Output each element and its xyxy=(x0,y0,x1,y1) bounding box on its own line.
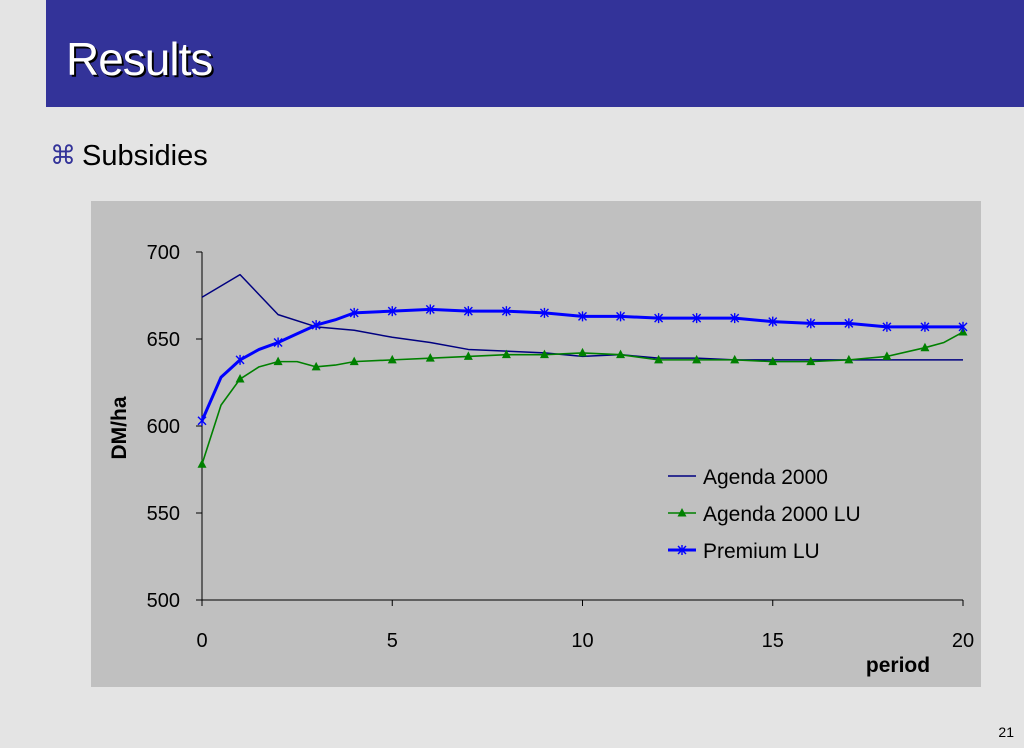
data-point xyxy=(387,354,397,364)
data-point xyxy=(463,351,473,360)
data-point xyxy=(692,313,702,324)
bullet-text: Subsidies xyxy=(82,139,208,172)
data-point xyxy=(425,353,435,362)
data-point xyxy=(197,415,207,426)
legend-label: Agenda 2000 xyxy=(703,466,828,489)
bullet-item: ⌘ Subsidies xyxy=(50,136,208,176)
command-icon: ⌘ xyxy=(50,141,76,171)
y-tick-label: 650 xyxy=(147,329,180,351)
y-axis-label: DM/ha xyxy=(108,396,131,459)
data-point xyxy=(463,306,473,317)
y-tick-label: 600 xyxy=(147,416,180,438)
data-point xyxy=(539,349,549,359)
data-point xyxy=(654,313,664,324)
data-point xyxy=(920,342,930,352)
x-tick-label: 10 xyxy=(571,630,593,652)
y-tick-label: 700 xyxy=(147,242,180,264)
legend-marker xyxy=(677,508,687,517)
data-point xyxy=(768,356,778,366)
series-line-agenda-2000-lu xyxy=(201,331,964,465)
y-tick-label: 500 xyxy=(147,590,180,612)
data-point xyxy=(501,349,511,359)
data-point xyxy=(311,361,321,371)
x-tick-label: 15 xyxy=(762,630,784,652)
data-point xyxy=(197,459,207,468)
data-point xyxy=(539,307,549,318)
data-point xyxy=(730,354,740,364)
data-point xyxy=(920,321,930,332)
x-axis-label: period xyxy=(866,654,930,677)
data-point xyxy=(654,354,664,364)
line-chart: 500 550 600 650 700 0 5 10 15 20 period DM/ha Agenda… xyxy=(108,242,974,677)
x-tick-label: 5 xyxy=(387,630,398,652)
data-point xyxy=(844,318,854,329)
data-point xyxy=(235,374,245,383)
data-point xyxy=(958,321,968,332)
data-point xyxy=(616,349,626,359)
data-point xyxy=(273,356,283,366)
data-point xyxy=(730,313,740,324)
legend-label: Agenda 2000 LU xyxy=(703,503,861,526)
x-tick-label: 20 xyxy=(952,630,974,652)
data-point xyxy=(578,311,587,322)
data-point xyxy=(387,306,397,317)
data-point xyxy=(311,320,321,331)
data-point xyxy=(806,356,816,366)
data-point xyxy=(235,354,245,365)
chart-panel: 500 550 600 650 700 0 5 10 15 20 period DM/ha Agenda… xyxy=(91,201,981,687)
data-point xyxy=(882,351,892,360)
data-point xyxy=(349,356,359,366)
data-point xyxy=(692,354,702,364)
title-bar: Results xyxy=(46,0,1024,107)
y-tick-label: 550 xyxy=(147,503,180,525)
x-tick-label: 0 xyxy=(196,630,207,652)
data-point xyxy=(844,354,854,364)
slide-title: Results xyxy=(66,33,213,85)
data-point xyxy=(882,321,892,332)
data-point xyxy=(425,304,435,315)
legend-marker xyxy=(677,545,687,555)
data-point xyxy=(616,311,626,322)
legend-label: Premium LU xyxy=(703,540,820,563)
data-point xyxy=(578,347,587,357)
data-point xyxy=(768,316,778,327)
data-point xyxy=(349,307,359,318)
data-point xyxy=(501,306,511,317)
data-point xyxy=(273,337,283,348)
page-number: 21 xyxy=(998,724,1014,740)
data-point xyxy=(806,318,816,329)
